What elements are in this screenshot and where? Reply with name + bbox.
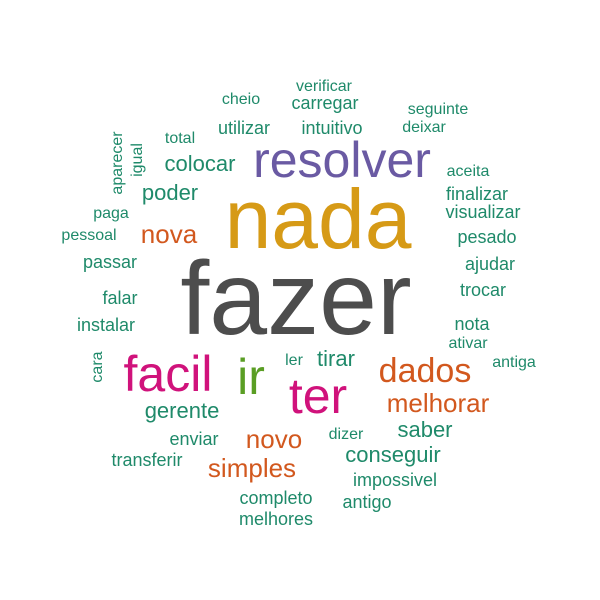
word-ajudar: ajudar xyxy=(464,254,516,274)
word-paga: paga xyxy=(93,205,129,222)
word-ativar: ativar xyxy=(448,335,488,352)
word-igual: igual xyxy=(129,143,146,177)
word-impossivel: impossivel xyxy=(352,470,438,490)
word-carregar: carregar xyxy=(291,93,359,113)
word-saber: saber xyxy=(397,417,453,442)
word-nota: nota xyxy=(454,314,490,334)
word-trocar: trocar xyxy=(459,280,507,300)
word-gerente: gerente xyxy=(144,398,220,423)
word-novo: novo xyxy=(245,424,303,454)
word-resolver: resolver xyxy=(253,132,431,188)
word-visualizar: visualizar xyxy=(445,202,521,222)
word-cheio: cheio xyxy=(221,91,261,108)
word-enviar: enviar xyxy=(169,429,219,449)
word-nova: nova xyxy=(140,219,198,249)
word-intuitivo: intuitivo xyxy=(301,118,363,138)
word-completo: completo xyxy=(239,488,313,508)
word-deixar: deixar xyxy=(402,119,446,136)
word-seguinte: seguinte xyxy=(407,101,469,118)
word-finalizar: finalizar xyxy=(445,184,509,204)
word-poder: poder xyxy=(141,180,199,205)
word-dados: dados xyxy=(378,352,472,390)
word-passar: passar xyxy=(82,252,138,272)
word-total: total xyxy=(164,130,196,147)
word-nada: nada xyxy=(224,172,412,266)
word-fazer: fazer xyxy=(180,241,412,357)
word-melhorar: melhorar xyxy=(386,388,490,418)
word-colocar: colocar xyxy=(164,151,236,176)
word-antiga: antiga xyxy=(492,354,536,371)
word-conseguir: conseguir xyxy=(345,442,441,467)
word-verificar: verificar xyxy=(295,78,353,95)
word-falar: falar xyxy=(102,288,138,308)
word-cara: cara xyxy=(89,351,106,383)
word-pesado: pesado xyxy=(457,227,517,247)
word-simples: simples xyxy=(207,453,297,483)
word-ir: ir xyxy=(237,349,265,405)
word-aparecer: aparecer xyxy=(109,131,126,195)
word-instalar: instalar xyxy=(76,315,136,335)
word-melhores: melhores xyxy=(238,509,314,529)
word-tirar: tirar xyxy=(317,346,355,371)
word-antigo: antigo xyxy=(342,492,392,512)
word-facil: facil xyxy=(123,346,213,402)
word-ler: ler xyxy=(285,352,303,369)
word-aceita: aceita xyxy=(446,163,490,180)
word-transferir: transferir xyxy=(111,450,183,470)
word-ter: ter xyxy=(288,368,348,424)
word-utilizar: utilizar xyxy=(217,118,271,138)
word-dizer: dizer xyxy=(328,426,364,443)
word-pessoal: pessoal xyxy=(61,227,117,244)
